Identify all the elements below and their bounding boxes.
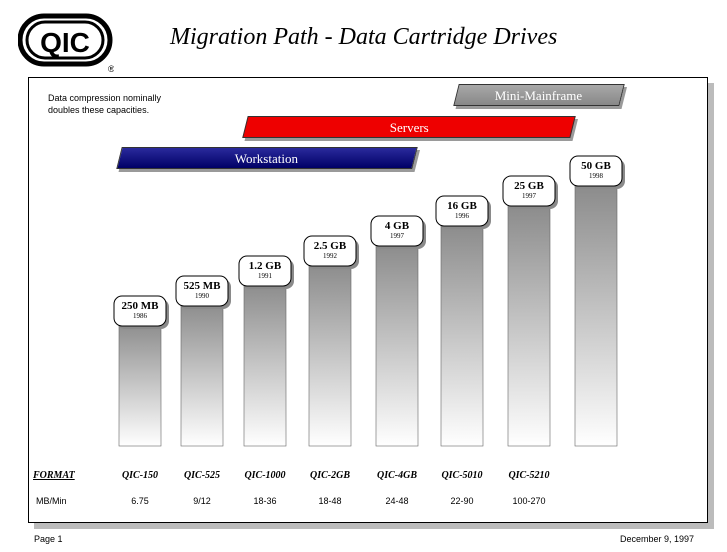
mbmin-4: 18-48 bbox=[318, 496, 342, 506]
mbmin-3: 18-36 bbox=[253, 496, 277, 506]
page-title: Migration Path - Data Cartridge Drives bbox=[170, 24, 558, 50]
format-5: QIC-4GB bbox=[376, 470, 417, 481]
mbmin-5: 24-48 bbox=[385, 496, 409, 506]
capacity-bar-8 bbox=[574, 177, 618, 447]
capacity-label-box-3 bbox=[238, 255, 292, 287]
registered-mark: ® bbox=[108, 64, 114, 72]
capacity-label-box-2 bbox=[175, 275, 229, 307]
format-6: QIC-5010 bbox=[441, 470, 483, 481]
qic-logo: QIC ® bbox=[18, 13, 114, 72]
capacity-bar-2 bbox=[180, 297, 224, 447]
year-label-6: 1996 bbox=[455, 212, 470, 220]
format-7: QIC-5210 bbox=[508, 470, 550, 481]
format-4: QIC-2GB bbox=[309, 470, 350, 481]
capacity-bar-3 bbox=[243, 277, 287, 447]
capacity-label-box-8 bbox=[569, 155, 623, 187]
footer-date: December 9, 1997 bbox=[619, 534, 694, 544]
year-label-7: 1997 bbox=[522, 192, 537, 200]
year-label-4: 1992 bbox=[323, 252, 338, 260]
capacity-label-7: 25 GB bbox=[514, 180, 544, 192]
note-line-2: doubles these capacities. bbox=[48, 105, 150, 115]
compression-note: Data compression nominally doubles these… bbox=[48, 92, 161, 116]
capacity-label-box-4 bbox=[303, 235, 357, 267]
capacity-label-2: 525 MB bbox=[184, 280, 222, 292]
capacity-label-box-5 bbox=[370, 215, 424, 247]
capacity-bar-5 bbox=[375, 237, 419, 447]
mbmin-1: 6.75 bbox=[131, 496, 149, 506]
mbmin-6: 22-90 bbox=[450, 496, 474, 506]
capacity-label-5: 4 GB bbox=[385, 220, 410, 232]
capacity-label-3: 1.2 GB bbox=[249, 260, 282, 272]
capacity-label-box-1 bbox=[113, 295, 167, 327]
year-label-1: 1986 bbox=[133, 312, 148, 320]
capacity-bar-4 bbox=[308, 257, 352, 447]
year-label-5: 1997 bbox=[390, 232, 405, 240]
capacity-label-4: 2.5 GB bbox=[314, 240, 347, 252]
capacity-label-8: 50 GB bbox=[581, 160, 611, 172]
capacity-bar-6 bbox=[440, 217, 484, 447]
format-3: QIC-1000 bbox=[244, 470, 286, 481]
capacity-label-box-6 bbox=[435, 195, 489, 227]
capacity-label-6: 16 GB bbox=[447, 200, 477, 212]
year-label-8: 1998 bbox=[589, 172, 604, 180]
year-label-3: 1991 bbox=[258, 272, 273, 280]
format-2: QIC-525 bbox=[183, 470, 221, 481]
capacity-label-box-7 bbox=[502, 175, 556, 207]
format-header: FORMAT bbox=[33, 470, 75, 481]
mbmin-7: 100-270 bbox=[512, 496, 546, 506]
logo-text: QIC bbox=[40, 27, 90, 58]
page-number: Page 1 bbox=[34, 534, 63, 544]
capacity-bar-7 bbox=[507, 197, 551, 447]
mbmin-header: MB/Min bbox=[36, 496, 67, 506]
capacity-label-1: 250 MB bbox=[122, 300, 160, 312]
note-line-1: Data compression nominally bbox=[48, 93, 162, 103]
year-label-2: 1990 bbox=[195, 292, 210, 300]
mbmin-2: 9/12 bbox=[193, 496, 211, 506]
format-1: QIC-150 bbox=[121, 470, 159, 481]
capacity-bar-1 bbox=[118, 317, 162, 447]
